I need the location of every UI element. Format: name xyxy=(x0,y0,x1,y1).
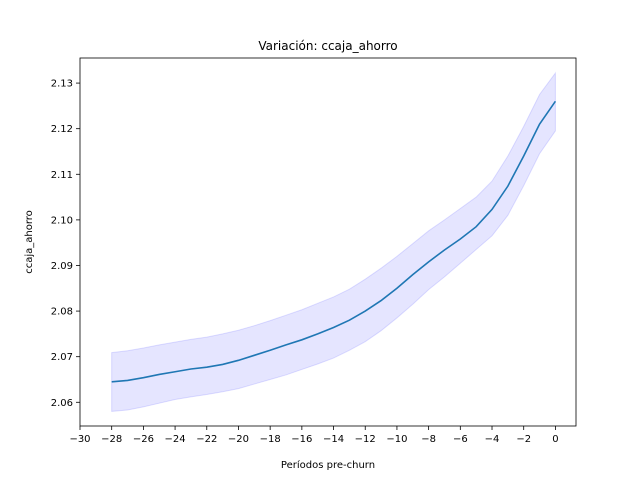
x-tick-label: −8 xyxy=(421,434,436,445)
y-axis-label: ccaja_ahorro xyxy=(24,210,35,274)
chart-title: Variación: ccaja_ahorro xyxy=(258,39,397,53)
plot-area xyxy=(111,71,557,412)
x-tick-label: −10 xyxy=(386,434,407,445)
y-tick-label: 2.09 xyxy=(51,261,73,272)
x-axis-label: Períodos pre-churn xyxy=(281,459,375,471)
x-axis: −30 −28 −26 −24 −22 −20 −18 −16 −14 −12 −10 −8 −6 −4−… xyxy=(69,426,559,445)
y-tick-label: 2.07 xyxy=(51,352,73,363)
x-tick-label: −20 xyxy=(228,434,249,445)
axes-frame xyxy=(79,57,577,427)
x-tick-label: −30 xyxy=(69,434,90,445)
x-tick-label: −4 xyxy=(485,434,500,445)
y-tick-label: 2.06 xyxy=(51,398,73,409)
y-tick-label: 2.08 xyxy=(51,307,73,318)
y-tick-label: 2.12 xyxy=(51,124,73,135)
confidence-band xyxy=(111,71,556,412)
x-tick-label: −14 xyxy=(323,434,344,445)
x-tick-label: −26 xyxy=(133,434,154,445)
y-axis: 2.06 2.07 2.08 2.09 2.10 2.11 2.12 2.13 xyxy=(51,79,80,409)
x-tick-label: −22 xyxy=(196,434,217,445)
y-tick-label: 2.13 xyxy=(51,79,73,90)
series-line xyxy=(111,100,557,383)
x-tick-label: −18 xyxy=(260,434,281,445)
x-tick-label: 0 xyxy=(552,434,558,445)
y-tick-label: 2.11 xyxy=(51,170,73,181)
x-tick-label: −28 xyxy=(101,434,122,445)
x-tick-label: −2 xyxy=(516,434,531,445)
y-tick-label: 2.10 xyxy=(51,215,73,226)
x-tick-label: −12 xyxy=(355,434,376,445)
x-tick-label: −16 xyxy=(291,434,312,445)
x-tick-label: −6 xyxy=(453,434,468,445)
x-tick-label: −24 xyxy=(165,434,186,445)
